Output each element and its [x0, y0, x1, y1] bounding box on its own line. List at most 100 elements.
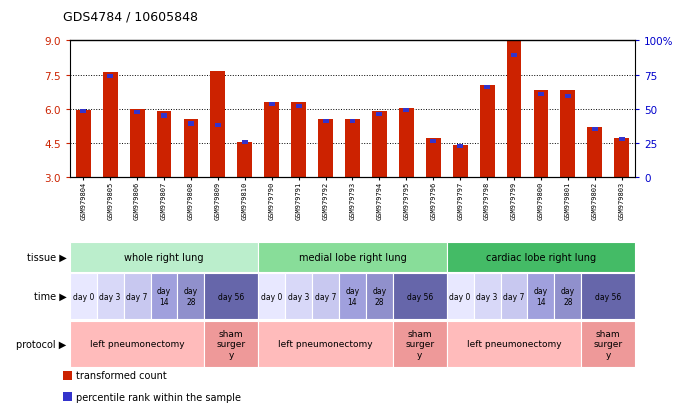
- Text: GDS4784 / 10605848: GDS4784 / 10605848: [63, 10, 198, 23]
- Text: transformed count: transformed count: [76, 370, 167, 380]
- Bar: [592, 128, 597, 132]
- Bar: [205, 273, 258, 319]
- Text: day
28: day 28: [372, 287, 387, 306]
- Bar: [242, 140, 248, 145]
- Text: day 7: day 7: [315, 292, 336, 301]
- Bar: [581, 321, 635, 367]
- Bar: [457, 145, 463, 149]
- Text: day
28: day 28: [560, 287, 575, 306]
- Bar: [372, 112, 387, 178]
- Text: left pneumonectomy: left pneumonectomy: [467, 339, 561, 348]
- Text: day
14: day 14: [346, 287, 359, 306]
- Bar: [447, 321, 581, 367]
- Text: day 7: day 7: [503, 292, 525, 301]
- Bar: [80, 110, 87, 114]
- Text: day 56: day 56: [407, 292, 433, 301]
- Bar: [205, 321, 258, 367]
- Text: sham
surger
y: sham surger y: [406, 329, 434, 358]
- Bar: [376, 113, 383, 117]
- Bar: [107, 74, 113, 78]
- Bar: [76, 111, 91, 178]
- Text: cardiac lobe right lung: cardiac lobe right lung: [486, 252, 596, 262]
- Text: tissue ▶: tissue ▶: [27, 252, 66, 262]
- Bar: [63, 371, 72, 380]
- Bar: [211, 72, 225, 178]
- Bar: [258, 273, 285, 319]
- Text: left pneumonectomy: left pneumonectomy: [279, 339, 373, 348]
- Bar: [237, 142, 252, 178]
- Bar: [350, 120, 355, 124]
- Text: whole right lung: whole right lung: [124, 252, 204, 262]
- Text: percentile rank within the sample: percentile rank within the sample: [76, 392, 242, 402]
- Bar: [130, 109, 144, 178]
- Bar: [70, 321, 205, 367]
- Bar: [560, 91, 575, 178]
- Bar: [258, 321, 393, 367]
- Bar: [156, 112, 172, 178]
- Bar: [70, 242, 258, 272]
- Bar: [403, 109, 409, 113]
- Bar: [134, 111, 140, 115]
- Bar: [480, 85, 494, 178]
- Bar: [453, 146, 468, 178]
- Bar: [339, 273, 366, 319]
- Bar: [188, 122, 194, 126]
- Text: protocol ▶: protocol ▶: [17, 339, 66, 349]
- Bar: [312, 273, 339, 319]
- Text: day 0: day 0: [450, 292, 471, 301]
- Bar: [426, 139, 440, 178]
- Bar: [554, 273, 581, 319]
- Bar: [366, 273, 393, 319]
- Bar: [215, 123, 221, 127]
- Bar: [588, 128, 602, 178]
- Bar: [447, 242, 635, 272]
- Text: sham
surger
y: sham surger y: [217, 329, 246, 358]
- Text: day 3: day 3: [477, 292, 498, 301]
- Bar: [393, 273, 447, 319]
- Bar: [581, 273, 635, 319]
- Bar: [177, 273, 205, 319]
- Bar: [161, 114, 167, 118]
- Bar: [447, 273, 474, 319]
- Bar: [474, 273, 500, 319]
- Bar: [70, 273, 97, 319]
- Bar: [565, 95, 571, 99]
- Bar: [124, 273, 151, 319]
- Text: time ▶: time ▶: [34, 291, 66, 301]
- Bar: [318, 120, 333, 178]
- Bar: [618, 138, 625, 142]
- Bar: [291, 102, 306, 178]
- Text: day 0: day 0: [73, 292, 94, 301]
- Text: day 0: day 0: [261, 292, 283, 301]
- Bar: [500, 273, 528, 319]
- Bar: [538, 93, 544, 97]
- Bar: [63, 392, 72, 401]
- Bar: [484, 86, 490, 90]
- Bar: [345, 120, 360, 178]
- Bar: [296, 105, 302, 109]
- Bar: [285, 273, 312, 319]
- Text: day 3: day 3: [100, 292, 121, 301]
- Text: sham
surger
y: sham surger y: [594, 329, 623, 358]
- Bar: [614, 139, 629, 178]
- Bar: [430, 139, 436, 143]
- Bar: [269, 103, 275, 107]
- Text: day
28: day 28: [184, 287, 198, 306]
- Text: medial lobe right lung: medial lobe right lung: [299, 252, 406, 262]
- Bar: [393, 321, 447, 367]
- Text: day
14: day 14: [534, 287, 548, 306]
- Text: day 3: day 3: [288, 292, 309, 301]
- Bar: [507, 41, 521, 178]
- Bar: [103, 73, 117, 178]
- Bar: [533, 91, 549, 178]
- Bar: [97, 273, 124, 319]
- Bar: [258, 242, 447, 272]
- Bar: [184, 120, 198, 178]
- Text: day 56: day 56: [595, 292, 621, 301]
- Bar: [399, 108, 414, 178]
- Bar: [322, 120, 329, 124]
- Text: left pneumonectomy: left pneumonectomy: [90, 339, 184, 348]
- Bar: [528, 273, 554, 319]
- Text: day 7: day 7: [126, 292, 148, 301]
- Bar: [511, 54, 517, 58]
